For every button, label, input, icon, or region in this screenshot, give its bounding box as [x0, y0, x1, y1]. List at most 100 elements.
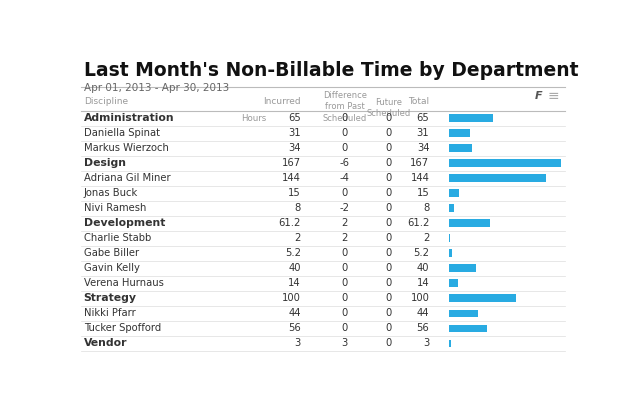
Text: 144: 144 — [410, 173, 429, 183]
Text: F: F — [535, 91, 542, 101]
Text: 61.2: 61.2 — [278, 218, 301, 228]
Bar — [449, 325, 486, 332]
Text: Hours: Hours — [241, 114, 266, 122]
Text: 0: 0 — [386, 293, 392, 303]
Text: 0: 0 — [386, 158, 392, 168]
Text: -4: -4 — [340, 173, 350, 183]
Text: 0: 0 — [341, 188, 348, 198]
Bar — [449, 220, 490, 227]
Text: Total: Total — [408, 97, 429, 106]
Text: Nivi Ramesh: Nivi Ramesh — [84, 203, 146, 213]
Bar — [449, 339, 451, 347]
Text: Gabe Biller: Gabe Biller — [84, 248, 139, 258]
Text: 0: 0 — [386, 338, 392, 348]
Text: Development: Development — [84, 218, 165, 228]
Text: 2: 2 — [341, 218, 348, 228]
Bar — [449, 129, 470, 137]
Text: 2: 2 — [341, 233, 348, 243]
Text: 34: 34 — [289, 143, 301, 153]
Text: 15: 15 — [288, 188, 301, 198]
Text: Charlie Stabb: Charlie Stabb — [84, 233, 151, 243]
Bar — [449, 204, 454, 212]
Text: 44: 44 — [289, 308, 301, 318]
Text: 40: 40 — [289, 263, 301, 273]
Text: 144: 144 — [282, 173, 301, 183]
Bar — [449, 234, 450, 242]
Text: 0: 0 — [386, 143, 392, 153]
Text: Apr 01, 2013 - Apr 30, 2013: Apr 01, 2013 - Apr 30, 2013 — [84, 83, 229, 93]
Text: 0: 0 — [386, 128, 392, 138]
Text: Verena Hurnaus: Verena Hurnaus — [84, 278, 164, 288]
Text: 100: 100 — [282, 293, 301, 303]
Text: 14: 14 — [289, 278, 301, 288]
Text: 0: 0 — [386, 308, 392, 318]
Text: 65: 65 — [416, 113, 429, 123]
Bar — [449, 189, 459, 197]
Text: Design: Design — [84, 158, 125, 168]
Text: 15: 15 — [416, 188, 429, 198]
Bar — [449, 114, 493, 122]
Text: 0: 0 — [341, 308, 348, 318]
Text: Tucker Spofford: Tucker Spofford — [84, 323, 161, 333]
Text: 14: 14 — [416, 278, 429, 288]
Text: 0: 0 — [341, 263, 348, 273]
Text: Discipline: Discipline — [84, 97, 128, 106]
Text: 0: 0 — [341, 323, 348, 333]
Text: 65: 65 — [288, 113, 301, 123]
Text: Difference
from Past
Scheduled: Difference from Past Scheduled — [323, 91, 367, 122]
Bar — [449, 279, 458, 287]
Text: 31: 31 — [289, 128, 301, 138]
Text: 5.2: 5.2 — [413, 248, 429, 258]
Text: Last Month's Non-Billable Time by Department: Last Month's Non-Billable Time by Depart… — [84, 61, 578, 80]
Text: 31: 31 — [416, 128, 429, 138]
Text: 3: 3 — [341, 338, 348, 348]
Text: 61.2: 61.2 — [407, 218, 429, 228]
Text: Gavin Kelly: Gavin Kelly — [84, 263, 139, 273]
Bar — [449, 174, 546, 182]
Text: 0: 0 — [341, 113, 348, 123]
Bar — [449, 249, 452, 257]
Text: 0: 0 — [386, 173, 392, 183]
Bar — [449, 310, 478, 317]
Text: 0: 0 — [386, 278, 392, 288]
Text: 56: 56 — [288, 323, 301, 333]
Text: Administration: Administration — [84, 113, 175, 123]
Text: 5.2: 5.2 — [285, 248, 301, 258]
Text: 0: 0 — [386, 203, 392, 213]
Text: Vendor: Vendor — [84, 338, 127, 348]
Text: 3: 3 — [295, 338, 301, 348]
Text: -2: -2 — [340, 203, 350, 213]
Text: 0: 0 — [341, 128, 348, 138]
Text: 3: 3 — [423, 338, 429, 348]
Bar — [449, 159, 561, 167]
Bar — [449, 264, 476, 272]
Text: -6: -6 — [340, 158, 350, 168]
Text: 2: 2 — [295, 233, 301, 243]
Text: 100: 100 — [410, 293, 429, 303]
Text: Nikki Pfarr: Nikki Pfarr — [84, 308, 135, 318]
Text: Strategy: Strategy — [84, 293, 137, 303]
Bar — [449, 144, 472, 152]
Text: Incurred: Incurred — [263, 97, 301, 106]
Text: 0: 0 — [341, 293, 348, 303]
Text: ≡: ≡ — [547, 89, 559, 103]
Text: 0: 0 — [386, 248, 392, 258]
Text: 0: 0 — [386, 218, 392, 228]
Text: 0: 0 — [386, 263, 392, 273]
Text: 167: 167 — [410, 158, 429, 168]
Text: 167: 167 — [282, 158, 301, 168]
Text: 0: 0 — [386, 188, 392, 198]
Text: Markus Wierzoch: Markus Wierzoch — [84, 143, 168, 153]
Text: 40: 40 — [417, 263, 429, 273]
Text: Daniella Spinat: Daniella Spinat — [84, 128, 159, 138]
Text: 0: 0 — [386, 113, 392, 123]
Text: 0: 0 — [341, 248, 348, 258]
Text: 34: 34 — [417, 143, 429, 153]
Text: 0: 0 — [341, 143, 348, 153]
Text: Future
Scheduled: Future Scheduled — [367, 98, 411, 118]
Text: 44: 44 — [417, 308, 429, 318]
Text: 0: 0 — [341, 278, 348, 288]
Text: Jonas Buck: Jonas Buck — [84, 188, 138, 198]
Text: 56: 56 — [416, 323, 429, 333]
Text: Adriana Gil Miner: Adriana Gil Miner — [84, 173, 170, 183]
